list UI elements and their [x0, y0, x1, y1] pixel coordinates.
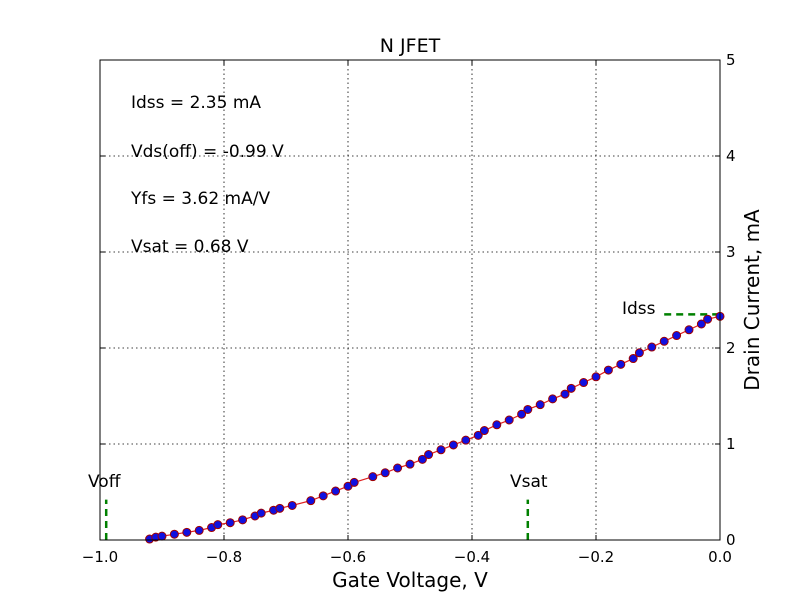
data-point: [566, 383, 576, 393]
data-point: [194, 525, 204, 535]
grid: [100, 60, 720, 540]
reference-lines: [104, 313, 720, 540]
vsat-marker-label: Vsat: [510, 472, 548, 492]
x-tick-label: −0.6: [330, 548, 366, 566]
x-tick-label: −1.0: [82, 548, 118, 566]
voff-marker-label: Voff: [88, 472, 122, 492]
data-point: [238, 515, 248, 525]
plot-frame: [99, 59, 721, 541]
data-point: [287, 500, 297, 510]
data-point: [405, 459, 415, 469]
y-tick-label: 0: [726, 531, 736, 549]
annotation-yfs: Yfs = 3.62 mA/V: [130, 189, 270, 209]
y-tick-label: 1: [726, 435, 736, 453]
data-point: [579, 378, 589, 388]
data-point: [169, 529, 179, 539]
data-point: [393, 463, 403, 473]
axis-ticks: −1.0 −0.8 −0.6 −0.4 −0.2 0.00 1 2 3 4 5: [82, 51, 736, 566]
data-point: [424, 450, 434, 460]
data-point: [380, 468, 390, 478]
annotation-idss: Idss = 2.35 mA: [131, 93, 261, 113]
data-point: [157, 531, 167, 541]
data-point: [560, 389, 570, 399]
x-tick-label: −0.8: [206, 548, 242, 566]
data-point: [535, 400, 545, 410]
fit-line: [149, 315, 721, 540]
data-point: [684, 325, 694, 335]
data-point: [182, 527, 192, 537]
x-tick-label: −0.2: [578, 548, 614, 566]
data-point: [492, 420, 502, 430]
data-point: [436, 445, 446, 455]
data-point: [523, 404, 533, 414]
y-tick-label: 2: [726, 339, 736, 357]
x-axis-label: Gate Voltage, V: [332, 568, 488, 592]
data-point: [504, 415, 514, 425]
data-point: [659, 336, 669, 346]
x-tick-label: −0.4: [454, 548, 490, 566]
data-point: [672, 331, 682, 341]
data-point: [628, 354, 638, 364]
data-point: [225, 518, 235, 528]
data-point: [591, 372, 601, 382]
idss-marker-label: Idss: [622, 299, 656, 319]
data-point: [616, 359, 626, 369]
data-point: [331, 486, 341, 496]
data-point: [603, 365, 613, 375]
data-point: [318, 491, 328, 501]
data-point: [703, 314, 713, 324]
data-point: [548, 394, 558, 404]
y-tick-label: 3: [726, 243, 736, 261]
data-point: [213, 520, 223, 530]
chart-title: N JFET: [380, 35, 441, 57]
data-point: [517, 409, 527, 419]
y-axis-label: Drain Current, mA: [740, 209, 764, 391]
data-point: [448, 440, 458, 450]
y-tick-label: 5: [726, 51, 736, 69]
data-point: [647, 342, 657, 352]
y-tick-label: 4: [726, 147, 736, 165]
data-point: [696, 319, 706, 329]
data-point: [417, 454, 427, 464]
data-point: [473, 430, 483, 440]
data-series: [145, 311, 725, 544]
x-tick-label: 0.0: [708, 548, 732, 566]
data-point: [306, 496, 316, 506]
data-point: [275, 503, 285, 513]
data-point: [461, 435, 471, 445]
data-point: [479, 426, 489, 436]
data-point: [634, 348, 644, 358]
data-point: [349, 477, 359, 487]
data-point: [256, 508, 266, 518]
data-point: [368, 472, 378, 482]
annotation-vsat: Vsat = 0.68 V: [131, 237, 249, 257]
annotation-vds-off: Vds(off) = -0.99 V: [131, 142, 284, 162]
